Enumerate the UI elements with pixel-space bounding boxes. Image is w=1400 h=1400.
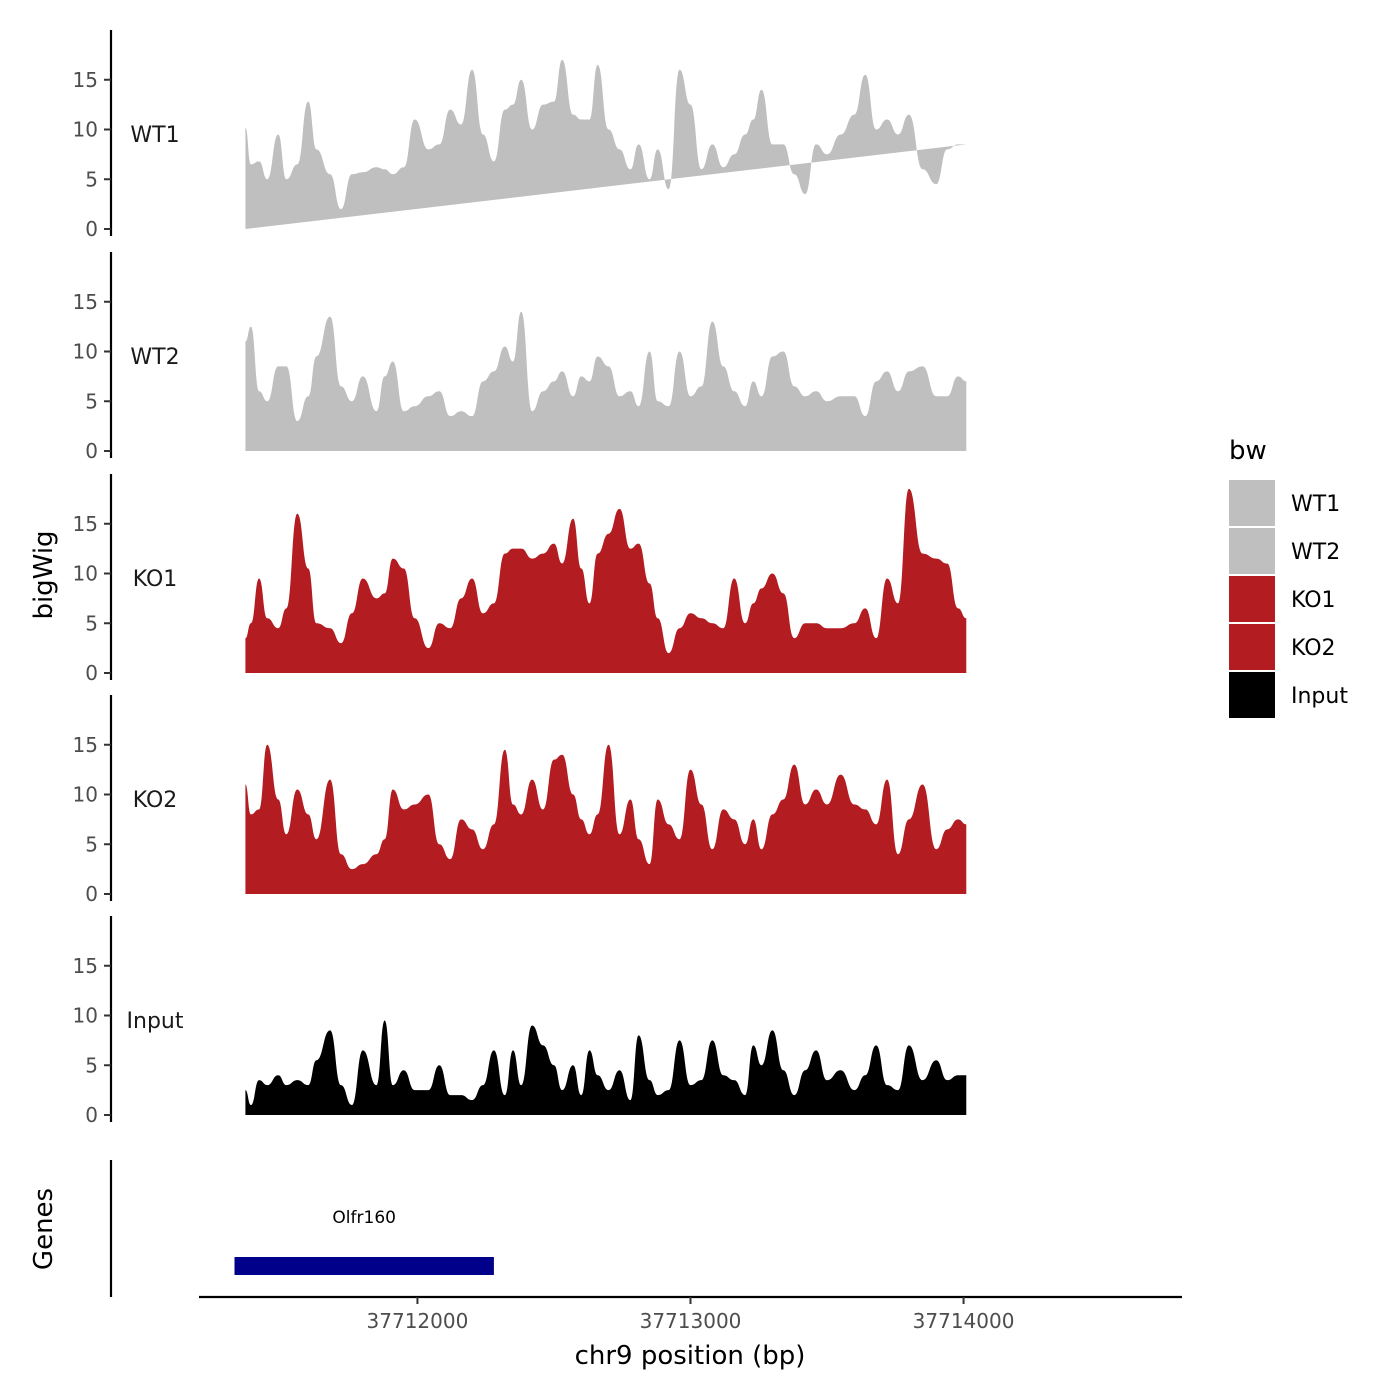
y-tick-label: 15: [73, 290, 98, 314]
track-label: KO2: [133, 788, 178, 813]
y-tick-label: 15: [73, 954, 98, 978]
y-tick-label: 10: [73, 783, 98, 807]
y-tick-label: 15: [73, 512, 98, 536]
legend-label: KO2: [1291, 636, 1336, 661]
y-tick-label: 0: [85, 882, 98, 906]
y-tick-label: 5: [85, 832, 98, 856]
track-label: KO1: [133, 567, 178, 592]
y-tick-label: 15: [73, 733, 98, 757]
y-tick-label: 0: [85, 1103, 98, 1127]
y-tick-label: 15: [73, 68, 98, 92]
track-input: 0 5 10 15 Input: [73, 916, 967, 1127]
legend-label: KO1: [1291, 588, 1336, 613]
gene-track: Olfr160 Genes: [29, 1160, 494, 1297]
x-axis: 37712000 37713000 37714000: [199, 1295, 1182, 1333]
legend-label: Input: [1291, 684, 1348, 709]
genes-axis-title: Genes: [29, 1188, 59, 1270]
legend-key-wt1: [1229, 480, 1275, 526]
legend-key-input: [1229, 672, 1275, 718]
x-tick-label: 37713000: [640, 1309, 742, 1333]
coverage-area-wt1: [245, 59, 967, 229]
y-tick-label: 0: [85, 439, 98, 463]
track-label: WT1: [130, 123, 179, 148]
legend-key-wt2: [1229, 528, 1275, 574]
legend-key-ko1: [1229, 576, 1275, 622]
y-axis-title: bigWig: [29, 530, 59, 619]
y-tick-label: 10: [73, 340, 98, 364]
y-tick-label: 5: [85, 389, 98, 413]
gene-label: Olfr160: [332, 1208, 396, 1228]
coverage-tracks: 0 5 10 15 WT1 0 5 10 15 WT2 0 5 10 15 KO1 0 5 10 15 KO2 0 5 10…: [73, 30, 967, 1127]
x-tick-label: 37712000: [367, 1309, 469, 1333]
track-ko1: 0 5 10 15 KO1: [73, 474, 967, 685]
y-tick-label: 0: [85, 661, 98, 685]
legend-key-ko2: [1229, 624, 1275, 670]
y-tick-label: 5: [85, 611, 98, 635]
coverage-area-ko2: [245, 744, 967, 894]
legend: bw WT1 WT2 KO1 KO2 Input: [1229, 436, 1348, 718]
gene-bar: [234, 1257, 494, 1275]
legend-label: WT2: [1291, 540, 1340, 565]
legend-title: bw: [1229, 436, 1267, 466]
y-tick-label: 10: [73, 562, 98, 586]
x-axis-title: chr9 position (bp): [575, 1341, 806, 1371]
y-tick-label: 5: [85, 167, 98, 191]
track-wt2: 0 5 10 15 WT2: [73, 252, 967, 463]
track-wt1: 0 5 10 15 WT1: [73, 30, 967, 241]
y-tick-label: 10: [73, 118, 98, 142]
y-tick-label: 5: [85, 1053, 98, 1077]
coverage-area-ko1: [245, 488, 967, 673]
coverage-area-input: [245, 1020, 967, 1115]
y-tick-label: 10: [73, 1004, 98, 1028]
x-tick-label: 37714000: [913, 1309, 1015, 1333]
y-tick-label: 0: [85, 217, 98, 241]
track-label: WT2: [130, 345, 179, 370]
track-label: Input: [127, 1009, 184, 1034]
legend-label: WT1: [1291, 492, 1340, 517]
track-ko2: 0 5 10 15 KO2: [73, 695, 967, 906]
coverage-area-wt2: [245, 311, 967, 451]
